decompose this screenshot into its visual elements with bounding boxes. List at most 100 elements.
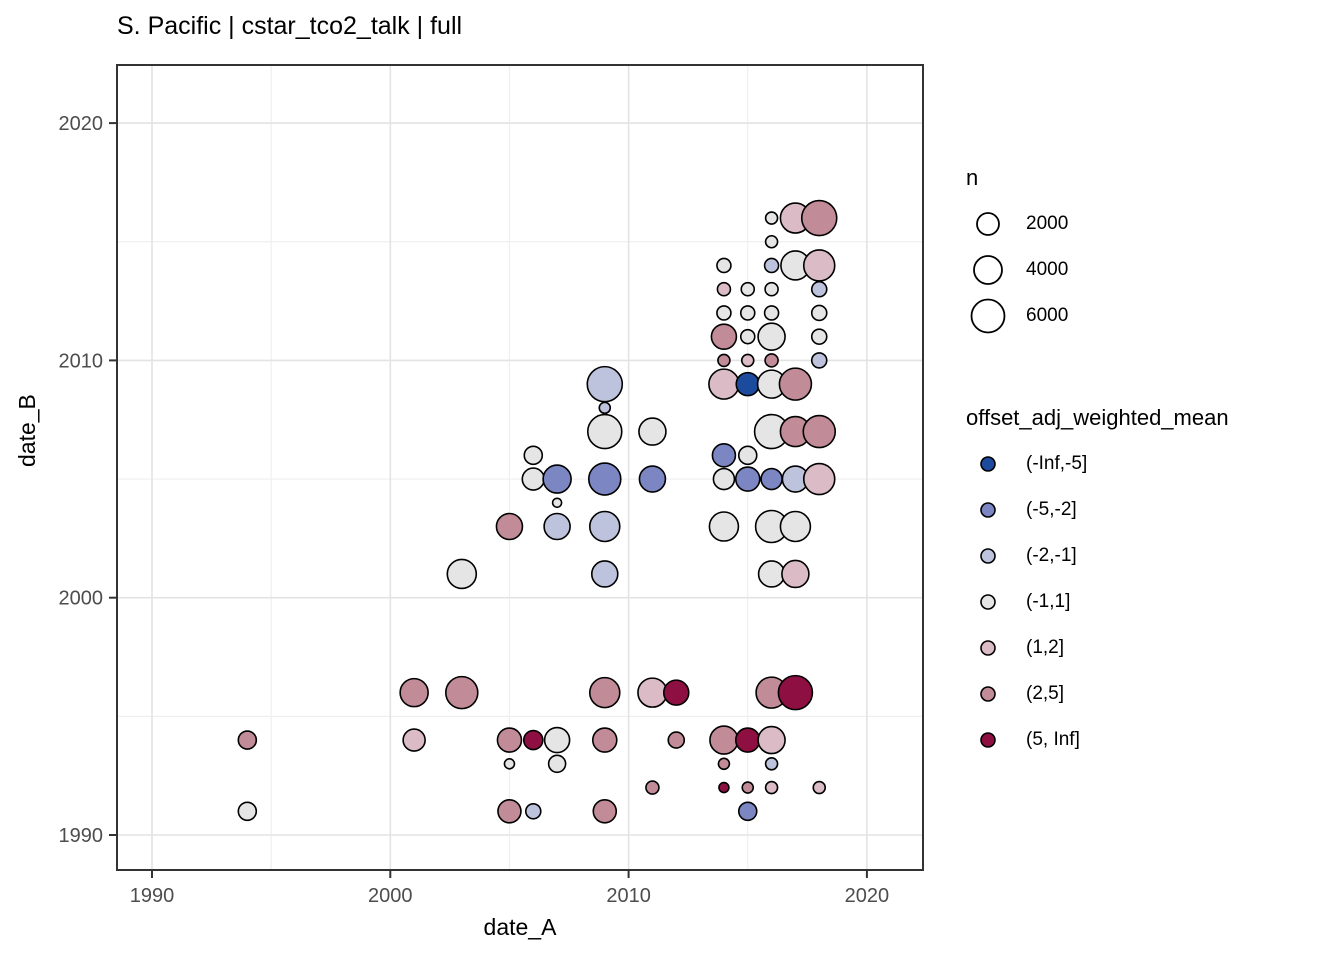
- color-legend-row: (5, Inf]: [966, 717, 1229, 763]
- size-legend-title: n: [966, 165, 979, 190]
- x-axis-title: date_A: [483, 914, 557, 940]
- color-legend-label: (1,2]: [1026, 637, 1065, 658]
- size-legend-entries: 2000 4000 6000: [966, 201, 1068, 339]
- color-legend-row: (1,2]: [966, 625, 1229, 671]
- data-point: [779, 510, 812, 543]
- data-point: [763, 305, 780, 321]
- data-point: [496, 727, 523, 753]
- color-legend-key-circle: [966, 590, 1010, 614]
- data-point: [444, 675, 479, 710]
- data-point: [757, 560, 786, 588]
- data-point: [543, 512, 571, 541]
- data-point: [638, 465, 667, 493]
- size-legend: n 2000 4000 6000: [966, 165, 1068, 339]
- data-point: [757, 322, 786, 351]
- color-legend-label: (-5,-2]: [1026, 499, 1077, 520]
- data-point: [740, 353, 755, 368]
- data-point: [522, 729, 544, 751]
- data-point: [810, 280, 828, 298]
- data-point: [637, 677, 668, 708]
- color-legend-key-circle: [966, 452, 1010, 476]
- data-point: [588, 676, 621, 709]
- data-point: [446, 558, 478, 590]
- color-legend-label: (-1,1]: [1026, 591, 1071, 612]
- color-legend-key-circle: [966, 636, 1010, 660]
- color-legend-row: (2,5]: [966, 671, 1229, 717]
- size-legend-key-circle: [966, 250, 1010, 290]
- data-point: [716, 305, 732, 321]
- data-point: [237, 730, 258, 750]
- size-legend-row: 2000: [966, 201, 1068, 247]
- data-point: [591, 727, 618, 753]
- chart-title: S. Pacific | cstar_tco2_talk | full: [117, 12, 463, 40]
- data-point: [399, 677, 429, 708]
- data-point: [741, 781, 755, 794]
- data-point: [590, 560, 619, 588]
- data-point: [763, 257, 780, 274]
- data-point: [551, 497, 563, 509]
- x-tick-label: 2010: [606, 885, 651, 907]
- data-point: [503, 758, 516, 770]
- data-point: [757, 725, 786, 755]
- data-point: [709, 725, 739, 755]
- data-point: [543, 726, 571, 754]
- color-legend-label: (5, Inf]: [1026, 729, 1080, 750]
- color-legend-label: (2,5]: [1026, 683, 1065, 704]
- data-point: [402, 728, 426, 752]
- data-point: [587, 462, 622, 496]
- size-legend-label: 2000: [1026, 213, 1069, 234]
- data-point: [586, 413, 623, 450]
- data-point: [645, 780, 660, 795]
- size-legend-row: 6000: [966, 293, 1068, 339]
- x-tick-label: 1990: [130, 885, 175, 907]
- data-point: [708, 368, 740, 400]
- data-point: [764, 757, 779, 771]
- data-point: [737, 801, 758, 822]
- data-point: [764, 353, 779, 368]
- data-point: [735, 371, 761, 397]
- y-tick-label: 1990: [59, 825, 104, 847]
- data-point: [764, 780, 779, 795]
- y-axis-title: date_B: [14, 394, 40, 467]
- data-point: [718, 781, 730, 794]
- data-point: [764, 211, 779, 225]
- data-point: [638, 417, 667, 446]
- data-point: [521, 467, 546, 491]
- data-point: [716, 281, 732, 297]
- size-legend-key-circle: [966, 296, 1010, 336]
- data-point: [734, 727, 761, 753]
- data-point: [739, 328, 756, 345]
- data-point: [717, 757, 731, 771]
- size-legend-label: 4000: [1026, 259, 1069, 280]
- data-point: [810, 352, 828, 369]
- color-legend-key-circle: [966, 682, 1010, 706]
- data-point: [778, 367, 813, 401]
- size-legend-label: 6000: [1026, 305, 1069, 326]
- color-legend-row: (-5,-2]: [966, 487, 1229, 533]
- y-tick-label: 2000: [59, 588, 104, 610]
- data-point: [764, 281, 779, 297]
- data-point: [764, 234, 779, 249]
- x-tick-label: 2000: [368, 885, 413, 907]
- data-point: [739, 305, 756, 321]
- panel-border: [116, 64, 924, 871]
- data-point: [710, 323, 738, 350]
- data-point: [547, 754, 567, 774]
- color-legend-title: offset_adj_weighted_mean: [966, 405, 1229, 430]
- size-legend-key-circle: [966, 204, 1010, 244]
- data-point: [542, 464, 572, 494]
- data-point: [717, 353, 731, 368]
- color-legend-row: (-Inf,-5]: [966, 441, 1229, 487]
- data-point: [237, 801, 258, 822]
- color-legend-label: (-2,-1]: [1026, 545, 1077, 566]
- color-legend-entries: (-Inf,-5] (-5,-2] (-2,-1] (-1,1] (1,2] (2,5] (…: [966, 441, 1229, 763]
- data-point: [734, 466, 761, 492]
- data-point: [667, 731, 686, 749]
- data-point: [760, 467, 783, 491]
- color-legend: offset_adj_weighted_mean (-Inf,-5] (-5,-2…: [966, 405, 1229, 763]
- data-point: [737, 445, 758, 466]
- data-point: [777, 674, 814, 711]
- data-point: [802, 249, 836, 282]
